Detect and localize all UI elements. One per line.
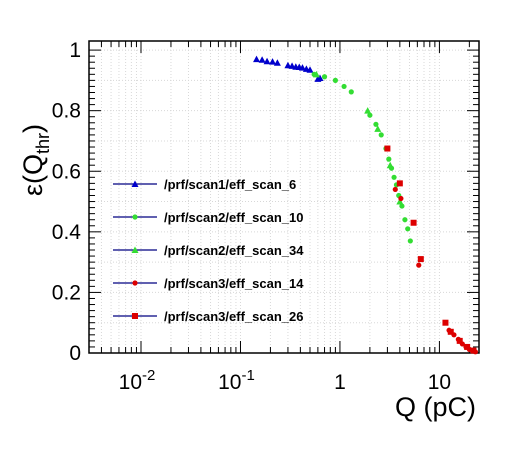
data-point [273, 59, 281, 66]
data-point [284, 61, 292, 69]
svg-text:ε(Qthr): ε(Qthr) [18, 124, 53, 196]
x-tick-label: 10-1 [218, 367, 255, 394]
data-point [447, 328, 454, 335]
x-tick-label: 10-2 [119, 367, 156, 394]
data-point [392, 186, 398, 193]
data-point [364, 107, 372, 114]
y-axis-title: ε(Qthr) [18, 124, 53, 196]
legend-label: /prf/scan2/eff_scan_34 [164, 243, 304, 258]
legend-label: /prf/scan3/eff_scan_14 [164, 276, 304, 291]
y-tick-label: 0.4 [52, 221, 82, 244]
data-point [417, 256, 424, 263]
y-tick-label: 0.8 [52, 100, 81, 123]
data-point [386, 156, 392, 162]
x-tick-label: 10 [428, 371, 451, 394]
legend-item: /prf/scan3/eff_scan_14 [113, 276, 304, 291]
y-axis-title-subscript: thr [33, 133, 53, 154]
series-1 [253, 55, 324, 82]
series-2 [311, 71, 413, 244]
data-point [416, 262, 422, 268]
data-point [442, 319, 449, 326]
y-tick-label: 1 [69, 39, 81, 62]
data-point [367, 112, 373, 118]
legend-marker [132, 313, 138, 319]
data-point [402, 217, 408, 223]
data-point [405, 226, 411, 232]
data-point [470, 347, 477, 354]
data-point [312, 70, 320, 78]
legend-label: /prf/scan3/eff_scan_26 [164, 309, 303, 324]
series-3 [312, 70, 404, 205]
legend-marker [131, 246, 139, 253]
y-tick-label: 0.6 [52, 160, 81, 183]
data-point [396, 180, 403, 187]
data-point [396, 198, 404, 205]
data-point [306, 66, 314, 73]
x-tick-label: 1 [334, 371, 346, 394]
data-point [464, 343, 471, 350]
series-5 [384, 145, 477, 354]
data-point [378, 132, 384, 138]
data-point [384, 145, 391, 152]
data-point [269, 58, 277, 65]
data-point [258, 56, 266, 63]
data-point [341, 83, 347, 90]
data-point [374, 125, 382, 132]
data-points [253, 55, 478, 355]
y-axis-title-main: ε(Q [18, 154, 48, 196]
y-tick-label: 0 [69, 342, 81, 365]
data-point [332, 77, 338, 83]
data-point [253, 55, 261, 63]
axis-ticks [88, 41, 479, 354]
y-tick-label: 0.2 [52, 281, 81, 304]
data-point [398, 195, 404, 202]
data-point [410, 219, 417, 226]
data-point [399, 203, 405, 209]
legend-marker [132, 280, 138, 286]
x-axis-title: Q (pC) [395, 392, 476, 422]
data-point [386, 161, 394, 169]
legend-marker [131, 180, 139, 187]
legend-marker [132, 214, 138, 220]
data-point [321, 74, 328, 80]
data-point [456, 337, 463, 344]
legend-item: /prf/scan2/eff_scan_10 [113, 210, 303, 225]
legend-item: /prf/scan2/eff_scan_34 [113, 243, 304, 258]
legend-label: /prf/scan1/eff_scan_6 [164, 177, 296, 192]
data-point [373, 121, 379, 127]
plot-frame [88, 40, 480, 354]
data-point [298, 64, 306, 71]
legend-item: /prf/scan1/eff_scan_6 [113, 177, 296, 192]
data-point [407, 238, 413, 244]
legend-label: /prf/scan2/eff_scan_10 [164, 210, 303, 225]
data-point [263, 57, 271, 65]
legend: /prf/scan1/eff_scan_6/prf/scan2/eff_scan… [113, 177, 304, 324]
data-point [348, 89, 354, 95]
data-point [391, 174, 397, 180]
tick-labels: 0 0.2 0.4 0.6 0.8 1 10-2 10-1 1 10 [52, 39, 451, 394]
y-axis-title-close: ) [18, 124, 48, 133]
legend-item: /prf/scan3/eff_scan_26 [113, 309, 303, 324]
grid-lines [88, 41, 479, 353]
data-point [316, 74, 324, 81]
